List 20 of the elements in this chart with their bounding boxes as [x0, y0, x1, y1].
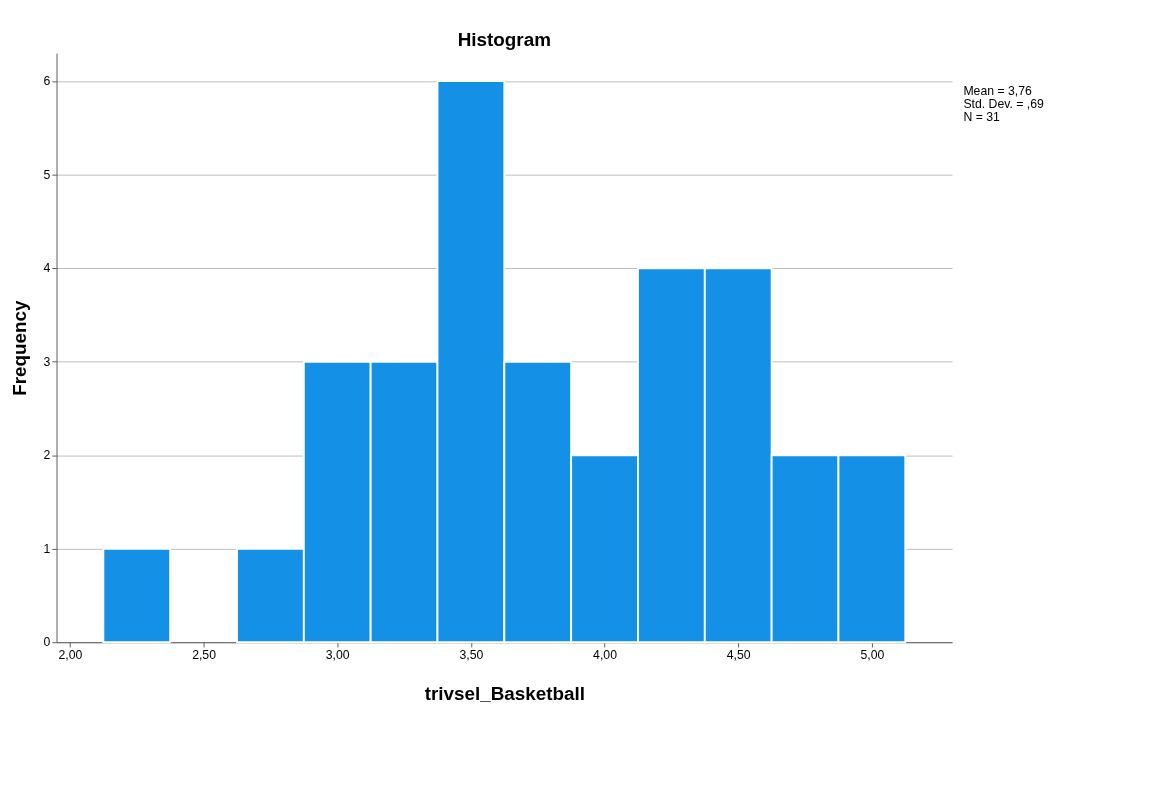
y-tick-label: 0: [43, 635, 51, 650]
y-tick-label: 5: [43, 167, 51, 182]
x-tick-label: 4,50: [726, 647, 751, 662]
y-tick-label: 2: [43, 448, 51, 463]
x-tick-label: 2,50: [192, 647, 217, 662]
y-tick-label: 4: [43, 261, 51, 276]
text: Std. Dev. = ,69: [963, 96, 1045, 111]
x-axis-title: trivsel_Basketball: [424, 683, 585, 705]
text: Mean = 3,76: [963, 83, 1033, 98]
y-tick-label: 3: [43, 354, 51, 369]
y-axis-title: Frequency: [8, 299, 30, 396]
x-tick-label: 2,00: [58, 647, 83, 662]
x-tick-label: 3,00: [325, 647, 350, 662]
y-tick-label: 6: [43, 74, 51, 89]
chart-title: Histogram: [457, 28, 551, 50]
text: N = 31: [963, 109, 1001, 124]
x-tick-label: 5,00: [860, 647, 885, 662]
y-tick-label: 1: [43, 541, 51, 556]
x-tick-label: 4,00: [593, 647, 618, 662]
x-tick-label: 3,50: [459, 647, 484, 662]
